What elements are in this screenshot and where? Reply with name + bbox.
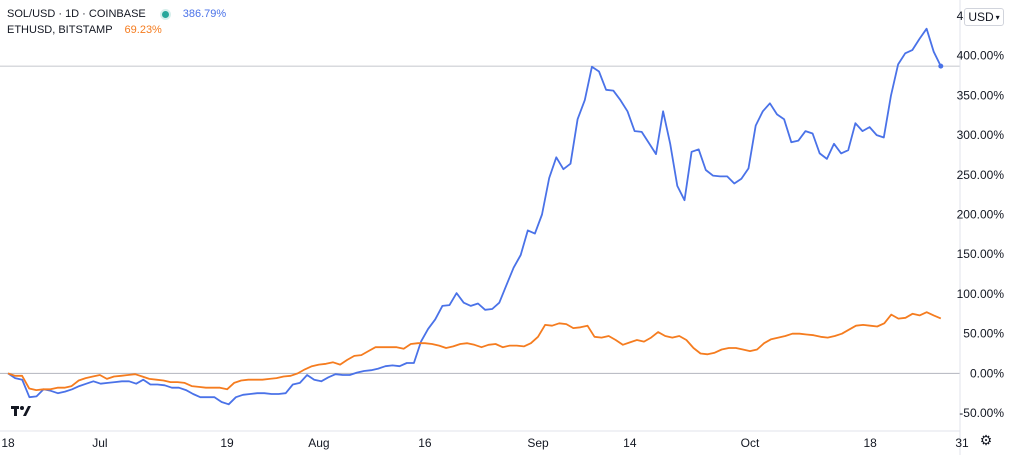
y-tick-label: 250.00% (957, 168, 1005, 182)
series-layer (7, 27, 944, 406)
x-tick-label: 16 (418, 436, 432, 450)
y-tick-label: 150.00% (957, 247, 1005, 261)
x-tick-label: 31 (955, 436, 969, 450)
axis-layer: -50.00% 0.00% 50.00% 100.00% 150.00% 200.00% 2… (0, 0, 1004, 455)
legend-row-eth[interactable]: ETHUSD, BITSTAMP 69.23% (7, 22, 226, 38)
market-status-icon (161, 10, 169, 18)
series-line-sol-usd[interactable] (7, 27, 942, 406)
legend-eth-value: 69.23% (124, 24, 162, 36)
gear-icon[interactable]: ⚙ (979, 432, 993, 448)
y-tick-label: 300.00% (957, 128, 1005, 142)
x-tick-label: 19 (220, 436, 234, 450)
x-tick-label: 14 (623, 436, 637, 450)
tradingview-logo-icon[interactable] (10, 404, 32, 420)
y-tick-label: 0.00% (970, 366, 1004, 380)
y-tick-label: 350.00% (957, 88, 1005, 102)
legend-eth-label: ETHUSD, BITSTAMP (7, 24, 113, 36)
y-tick-label: 200.00% (957, 208, 1005, 222)
x-tick-label: Aug (308, 436, 329, 450)
legend-row-sol[interactable]: SOL/USD · 1D · COINBASE 386.79% (7, 6, 226, 22)
y-tick-label: 50.00% (963, 327, 1004, 341)
x-tick-label: Oct (741, 436, 760, 450)
x-tick-label: 18 (1, 436, 15, 450)
last-value-point[interactable] (938, 63, 944, 69)
x-tick-label: 18 (863, 436, 877, 450)
chart-legend: SOL/USD · 1D · COINBASE 386.79% ETHUSD, … (7, 6, 226, 38)
y-tick-label: -50.00% (959, 406, 1004, 420)
currency-label: USD (968, 10, 994, 24)
grid-layer (0, 65, 960, 374)
x-tick-label: Sep (527, 436, 549, 450)
legend-sol-value: 386.79% (182, 8, 227, 20)
chevron-down-icon: ▾ (995, 12, 1000, 22)
legend-sol-label: SOL/USD · 1D · COINBASE (7, 8, 146, 20)
series-line-ethusd[interactable] (7, 311, 942, 392)
y-tick-label: 100.00% (957, 287, 1005, 301)
y-tick-label: 400.00% (957, 49, 1005, 63)
currency-button[interactable]: USD ▾ (964, 8, 1004, 26)
x-tick-label: Jul (92, 436, 107, 450)
